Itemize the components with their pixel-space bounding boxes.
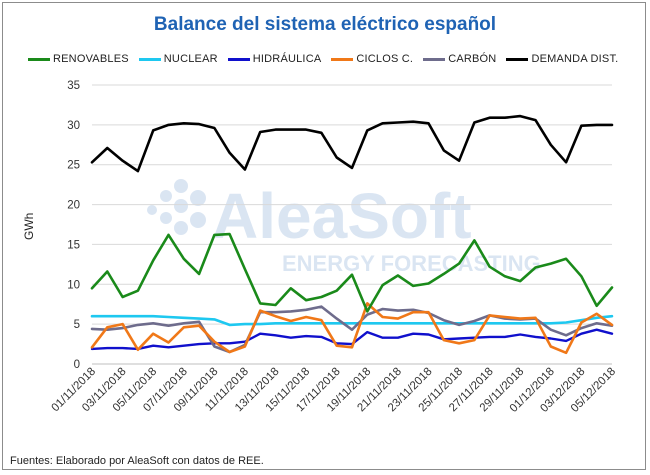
series-line-demanda-dist- (90, 114, 614, 173)
watermark-dot (190, 190, 206, 206)
source-note: Fuentes: Elaborado por AleaSoft con dato… (10, 455, 264, 467)
legend-swatch (506, 57, 529, 61)
watermark-dot (174, 199, 188, 213)
legend-item: NUCLEAR (138, 53, 218, 65)
watermark-dot (160, 212, 172, 224)
watermark-brand: AleaSoft (212, 180, 472, 252)
legend-item: DEMANDA DIST. (506, 53, 618, 65)
legend-swatch (227, 57, 250, 61)
legend-item: RENOVABLES (28, 53, 129, 65)
legend-label: DEMANDA DIST. (531, 53, 619, 65)
legend-label: HIDRÁULICA (252, 53, 322, 65)
watermark-dot (190, 212, 206, 228)
legend-item: CICLOS C. (331, 53, 413, 65)
legend-label: NUCLEAR (163, 53, 218, 65)
watermark: AleaSoft ENERGY FORECASTING (147, 179, 541, 276)
y-tick-label: 5 (74, 319, 80, 331)
watermark-dot (160, 190, 172, 202)
series-line-nuclear (90, 314, 614, 327)
legend-item: CARBÓN (423, 53, 496, 65)
legend-item: HIDRÁULICA (227, 53, 322, 65)
y-tick-label: 10 (67, 279, 80, 291)
watermark-dot (174, 221, 188, 235)
legend-swatch (28, 57, 50, 61)
watermark-dot (147, 205, 157, 215)
y-tick-label: 15 (67, 239, 80, 251)
legend-label: CARBÓN (448, 53, 497, 65)
series-line-renovables (90, 232, 614, 313)
chart-legend: RENOVABLES NUCLEAR HIDRÁULICA CICLOS C. CARB… (28, 52, 628, 66)
legend-label: CICLOS C. (356, 53, 414, 65)
watermark-dot (174, 179, 188, 193)
y-tick-label: 35 (67, 80, 80, 92)
y-tick-label: 30 (67, 120, 80, 132)
series-line-ciclos-c- (90, 302, 614, 355)
y-tick-label: 20 (67, 200, 80, 212)
y-tick-label: 0 (74, 359, 80, 371)
y-tick-label: 25 (67, 160, 80, 172)
legend-swatch (331, 57, 354, 61)
watermark-tagline: ENERGY FORECASTING (282, 251, 541, 276)
legend-swatch (423, 57, 446, 61)
chart-frame (2, 2, 646, 470)
chart-title: Balance del sistema eléctrico español (153, 14, 497, 35)
legend-swatch (138, 57, 161, 61)
legend-label: RENOVABLES (53, 53, 129, 65)
